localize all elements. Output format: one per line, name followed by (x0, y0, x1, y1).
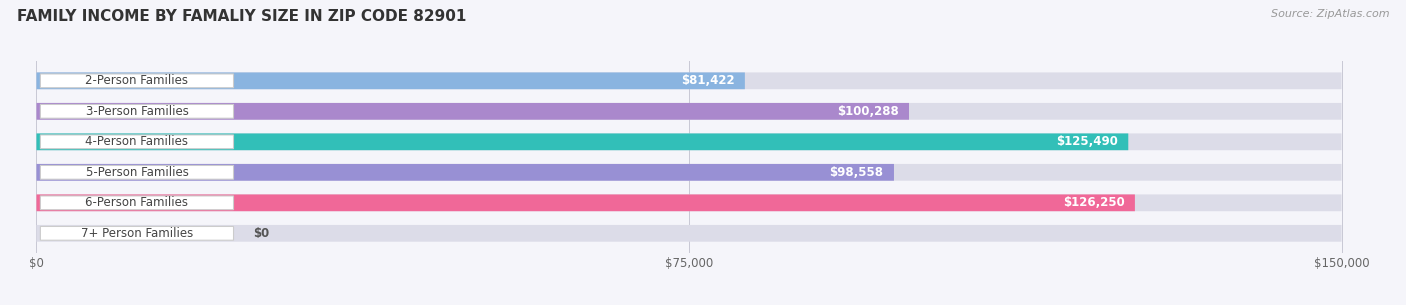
FancyBboxPatch shape (37, 73, 745, 89)
FancyBboxPatch shape (37, 134, 1128, 150)
FancyBboxPatch shape (37, 103, 1341, 120)
Text: $100,288: $100,288 (837, 105, 898, 118)
FancyBboxPatch shape (37, 225, 1341, 242)
Text: 3-Person Families: 3-Person Families (86, 105, 188, 118)
FancyBboxPatch shape (41, 135, 233, 149)
Text: $125,490: $125,490 (1056, 135, 1118, 148)
FancyBboxPatch shape (41, 104, 233, 118)
Text: $0: $0 (253, 227, 270, 240)
FancyBboxPatch shape (41, 165, 233, 179)
Text: $126,250: $126,250 (1063, 196, 1125, 209)
Text: 5-Person Families: 5-Person Families (86, 166, 188, 179)
Text: 7+ Person Families: 7+ Person Families (80, 227, 193, 240)
Text: 4-Person Families: 4-Person Families (86, 135, 188, 148)
FancyBboxPatch shape (37, 164, 894, 181)
FancyBboxPatch shape (37, 134, 1341, 150)
FancyBboxPatch shape (37, 195, 1341, 211)
FancyBboxPatch shape (37, 103, 910, 120)
FancyBboxPatch shape (41, 196, 233, 210)
Text: $81,422: $81,422 (681, 74, 734, 87)
FancyBboxPatch shape (37, 73, 1341, 89)
Text: Source: ZipAtlas.com: Source: ZipAtlas.com (1271, 9, 1389, 19)
Text: 2-Person Families: 2-Person Families (86, 74, 188, 87)
Text: 6-Person Families: 6-Person Families (86, 196, 188, 209)
Text: FAMILY INCOME BY FAMALIY SIZE IN ZIP CODE 82901: FAMILY INCOME BY FAMALIY SIZE IN ZIP COD… (17, 9, 467, 24)
FancyBboxPatch shape (41, 74, 233, 88)
FancyBboxPatch shape (37, 195, 1135, 211)
Text: $98,558: $98,558 (830, 166, 883, 179)
FancyBboxPatch shape (41, 226, 233, 240)
FancyBboxPatch shape (37, 164, 1341, 181)
